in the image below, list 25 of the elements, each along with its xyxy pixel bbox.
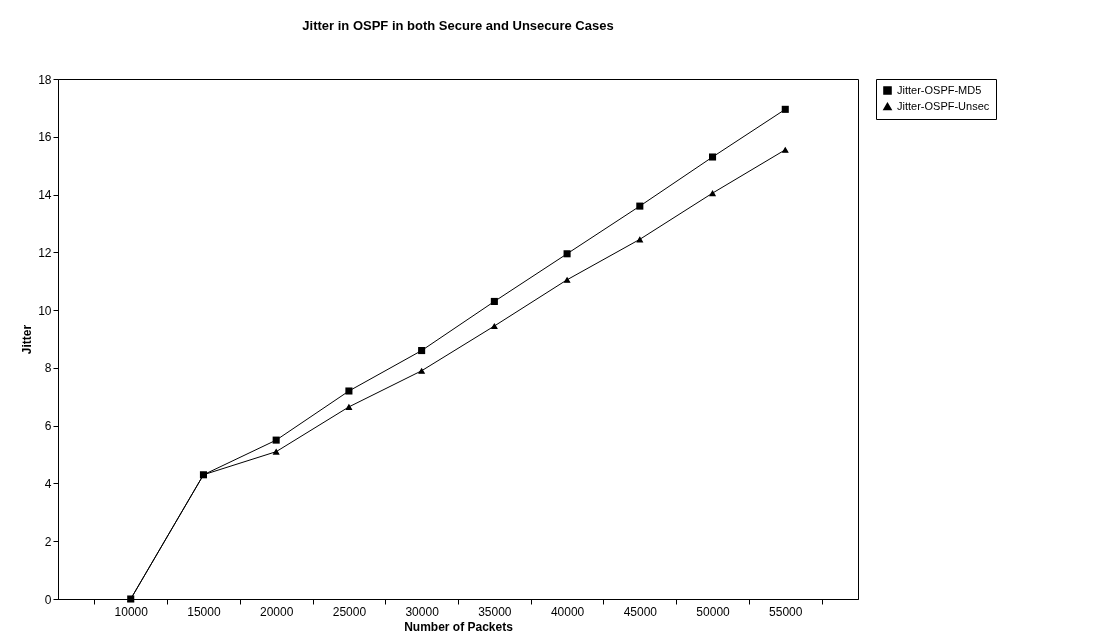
x-tick-label: 55000: [769, 604, 803, 619]
y-tick-label: 10: [38, 303, 52, 318]
y-tick-label: 4: [44, 476, 52, 491]
x-tick-label: 50000: [696, 604, 731, 619]
y-tick-label: 0: [44, 592, 52, 607]
chart-title: Jitter in OSPF in both Secure and Unsecure Cases: [302, 18, 614, 33]
legend-label: Jitter-OSPF-MD5: [897, 83, 982, 96]
y-tick-label: 6: [44, 419, 52, 434]
x-tick-label: 40000: [550, 604, 585, 619]
y-axis-title: Jitter: [20, 324, 35, 355]
y-tick-label: 12: [38, 245, 52, 260]
x-tick-label: 45000: [623, 604, 658, 619]
y-tick-label: 14: [38, 188, 52, 203]
x-tick-label: 20000: [259, 604, 294, 619]
x-tick-label: 25000: [332, 604, 367, 619]
y-tick-label: 18: [38, 72, 52, 87]
x-axis-title: Number of Packets: [404, 619, 514, 634]
y-tick-label: 16: [38, 130, 52, 145]
x-tick-label: 35000: [478, 604, 512, 619]
x-tick-label: 15000: [187, 604, 221, 619]
x-tick-label: 10000: [114, 604, 149, 619]
y-tick-label: 8: [44, 361, 52, 376]
x-tick-label: 30000: [405, 604, 440, 619]
y-tick-label: 2: [44, 534, 52, 549]
legend-label: Jitter-OSPF-Unsec: [897, 99, 990, 112]
